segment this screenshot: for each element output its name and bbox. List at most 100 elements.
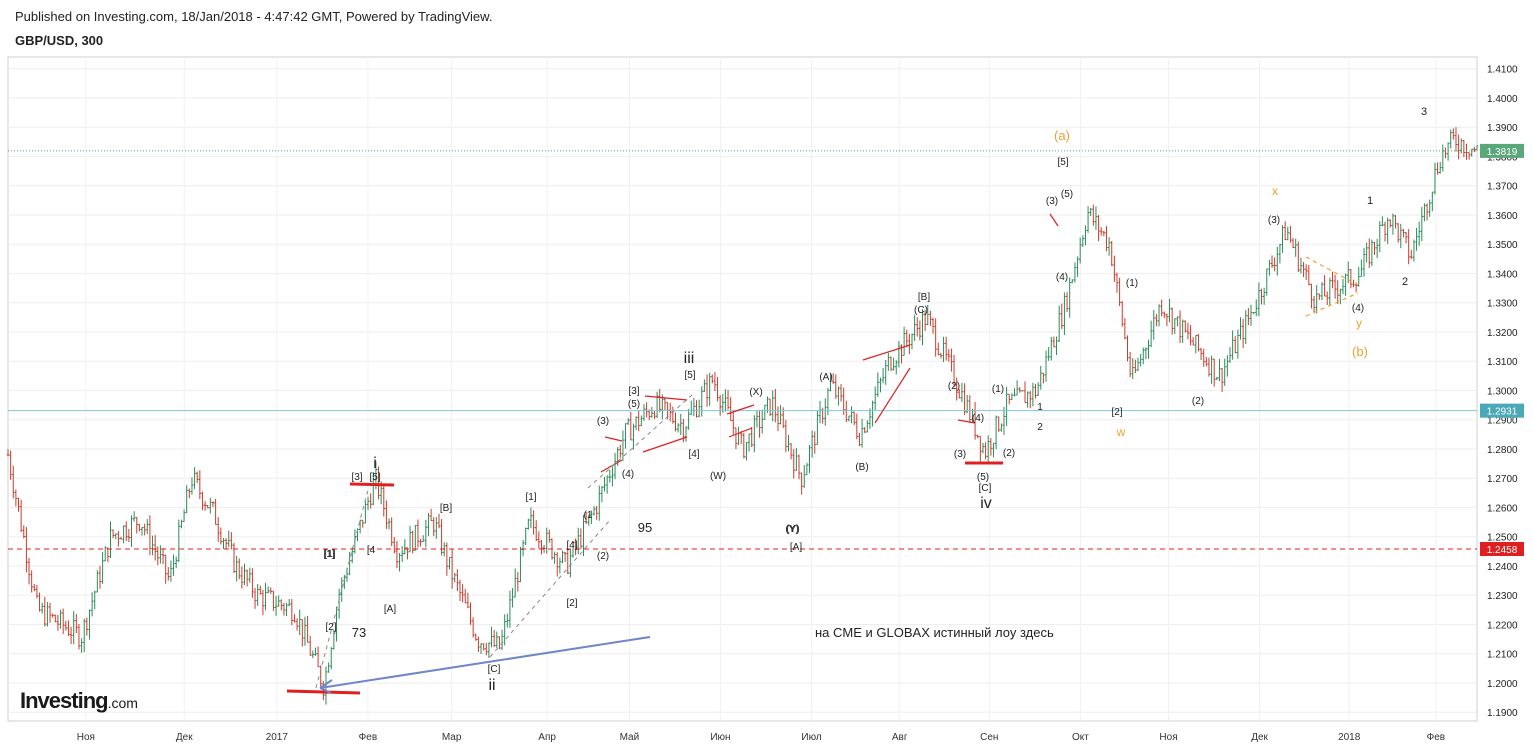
wave-label: (1 <box>584 510 593 521</box>
wave-label: [A] <box>790 542 802 553</box>
wave-label: 1 <box>1367 195 1373 207</box>
wave-dashed-line <box>1305 256 1359 286</box>
wave-label: на CME и GLOBAX истинный лоу здесь <box>815 625 1054 640</box>
wave-line <box>862 344 911 361</box>
wave-dashed-line <box>315 489 369 689</box>
wave-label: (a) <box>1054 128 1070 143</box>
wave-label: [B] <box>440 503 452 514</box>
publication-info: Published on Investing.com, 18/Jan/2018 … <box>15 9 493 24</box>
wave-line <box>349 482 395 487</box>
wave-label: [C] <box>979 483 992 494</box>
wave-label: 2 <box>1402 276 1408 288</box>
x-tick-label: Июн <box>710 732 730 743</box>
y-tick-label: 1.3900 <box>1487 123 1518 134</box>
wave-label: iii <box>684 350 695 367</box>
x-tick-label: Дек <box>176 732 193 743</box>
x-tick-label: Дек <box>1251 732 1268 743</box>
wave-label: (3) <box>954 449 966 460</box>
y-tick-label: 1.3700 <box>1487 182 1518 193</box>
wave-label: [2] <box>1111 407 1122 418</box>
candles <box>6 127 1479 705</box>
wave-label: (4) <box>1352 303 1364 314</box>
wave-label: i <box>373 455 377 472</box>
arrow-head <box>319 679 333 694</box>
x-tick-label: Сен <box>980 732 998 743</box>
wave-label: x <box>1272 184 1278 198</box>
symbol-title: GBP/USD, 300 <box>15 33 104 48</box>
wave-line <box>726 404 755 415</box>
wave-label: (5) <box>1061 189 1073 200</box>
x-tick-label: Фев <box>1427 732 1445 743</box>
investing-logo: Investing.com <box>20 688 138 713</box>
wave-label: (5) <box>628 399 640 410</box>
wave-label: ii <box>488 677 495 694</box>
wave-label: (4) <box>622 469 634 480</box>
x-tick-label: Май <box>620 732 640 743</box>
price-tag <box>1480 403 1524 418</box>
wave-line <box>644 395 688 401</box>
y-tick-label: 1.2000 <box>1487 679 1518 690</box>
wave-label: (3) <box>1046 196 1058 207</box>
y-tick-label: 1.2400 <box>1487 562 1518 573</box>
x-tick-label: Ноя <box>1159 732 1177 743</box>
y-tick-label: 1.4000 <box>1487 94 1518 105</box>
wave-label: 73 <box>352 625 366 640</box>
wave-line <box>604 436 623 442</box>
wave-line <box>642 436 688 453</box>
y-tick-label: 1.4100 <box>1487 65 1518 76</box>
wave-label: w <box>1116 425 1126 439</box>
wave-label: (C) <box>914 305 928 316</box>
wave-label: (2) <box>597 551 609 562</box>
y-tick-label: 1.3300 <box>1487 299 1518 310</box>
wave-label: (3) <box>1268 215 1280 226</box>
y-tick-label: 1.2200 <box>1487 620 1518 631</box>
wave-line <box>957 419 976 424</box>
wave-label: (2) <box>948 381 960 392</box>
x-tick-label: Фев <box>359 732 377 743</box>
wave-label: (4) <box>972 413 984 424</box>
wave-label: 1 <box>1037 402 1043 413</box>
wave-label: [3] <box>351 472 362 483</box>
wave-label: (3) <box>597 416 609 427</box>
wave-label: [1] <box>525 492 536 503</box>
x-tick-label: 2018 <box>1338 732 1361 743</box>
wave-label: [2] <box>566 598 577 609</box>
wave-label: [C] <box>488 664 501 675</box>
wave-label: (Y) <box>785 524 798 535</box>
y-tick-label: 1.3800 <box>1487 152 1518 163</box>
y-tick-label: 1.2900 <box>1487 416 1518 427</box>
wave-label: [5] <box>1057 157 1068 168</box>
wave-label: 2 <box>1037 422 1043 433</box>
y-tick-label: 1.3600 <box>1487 211 1518 222</box>
y-tick-label: 1.2600 <box>1487 503 1518 514</box>
wave-label: (Y) <box>786 524 799 535</box>
wave-line <box>286 689 361 695</box>
y-tick-label: 1.3000 <box>1487 386 1518 397</box>
wave-label: [5] <box>684 370 695 381</box>
wave-label: [4] <box>688 449 699 460</box>
x-tick-label: Окт <box>1072 732 1089 743</box>
wave-label: (X) <box>749 387 762 398</box>
arrow-line <box>319 636 651 689</box>
wave-label: (b) <box>1352 344 1368 359</box>
y-tick-label: 1.2100 <box>1487 650 1518 661</box>
wave-label: y <box>1356 316 1362 330</box>
wave-line <box>600 459 623 473</box>
wave-label: (4) <box>1056 272 1068 283</box>
wave-label: [1] <box>323 549 334 560</box>
wave-dashed-line <box>1305 292 1359 317</box>
price-tag-label: 1.2931 <box>1487 407 1518 418</box>
wave-label: [3] <box>628 386 639 397</box>
wave-label: 95 <box>638 520 652 535</box>
y-tick-label: 1.2700 <box>1487 474 1518 485</box>
wave-line <box>728 427 753 438</box>
x-tick-label: Мар <box>442 732 462 743</box>
wave-line <box>874 367 911 424</box>
wave-dashed-line <box>489 519 611 658</box>
wave-label: [B] <box>918 292 930 303</box>
wave-label: 3 <box>1421 106 1427 118</box>
y-tick-label: 1.2300 <box>1487 591 1518 602</box>
wave-label: [4] <box>566 540 577 551</box>
wave-label: (2) <box>1192 396 1204 407</box>
